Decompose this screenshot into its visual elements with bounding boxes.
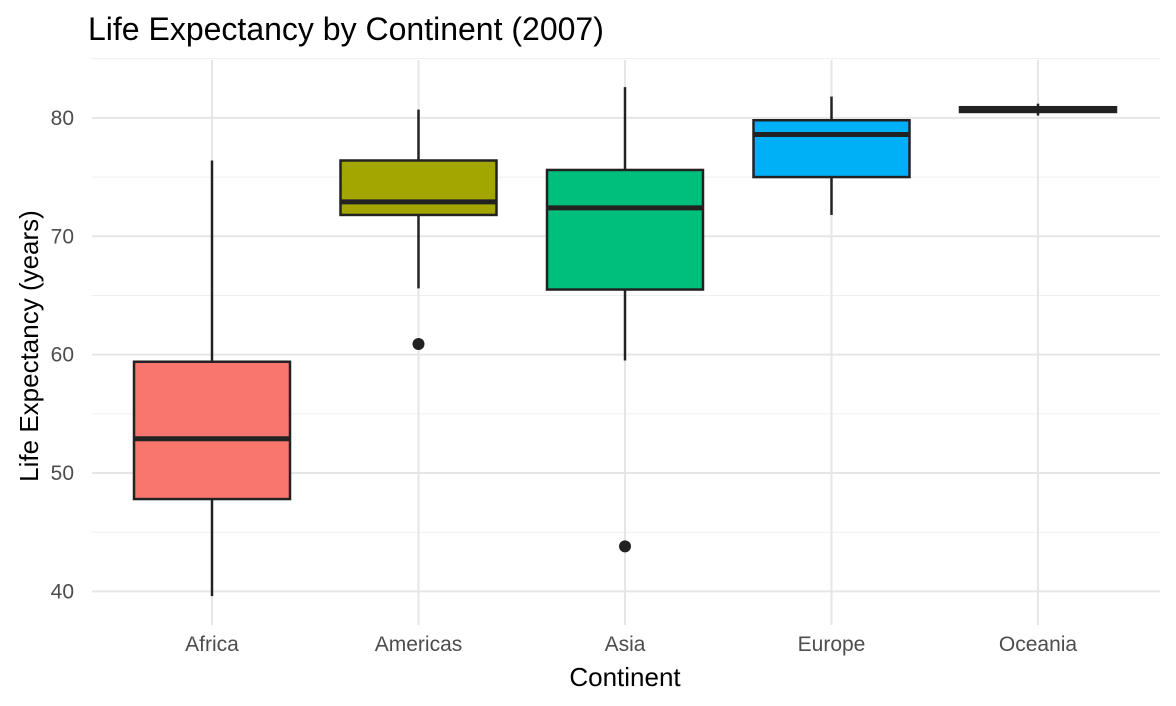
x-tick-label: Africa — [185, 633, 239, 656]
box-group-americas — [339, 109, 498, 350]
x-tick-label: Asia — [605, 633, 646, 656]
box — [752, 118, 911, 179]
x-tick-label: Americas — [375, 633, 463, 656]
y-tick-label: 70 — [51, 225, 74, 248]
ticks-layer: 40 50 60 70 80 Africa Americas Asia Europe Oceani… — [51, 107, 1078, 656]
x-tick-label: Oceania — [999, 633, 1078, 656]
y-tick-label: 50 — [51, 462, 74, 485]
box — [339, 159, 498, 217]
boxes-layer — [132, 87, 1118, 597]
outlier-point — [619, 540, 631, 553]
box — [132, 360, 292, 501]
x-tick-label: Europe — [798, 633, 866, 656]
box-group-oceania — [958, 103, 1118, 116]
y-tick-label: 80 — [51, 107, 74, 130]
y-tick-label: 60 — [51, 344, 74, 367]
box-group-africa — [132, 160, 292, 597]
box-group-asia — [545, 87, 705, 553]
x-axis-title: Continent — [569, 662, 681, 692]
y-tick-label: 40 — [51, 580, 74, 603]
y-axis-title: Life Expectancy (years) — [14, 210, 44, 482]
outlier-point — [412, 337, 425, 350]
box-group-europe — [752, 96, 911, 215]
chart-title: Life Expectancy by Continent (2007) — [88, 11, 604, 47]
box — [545, 168, 705, 291]
